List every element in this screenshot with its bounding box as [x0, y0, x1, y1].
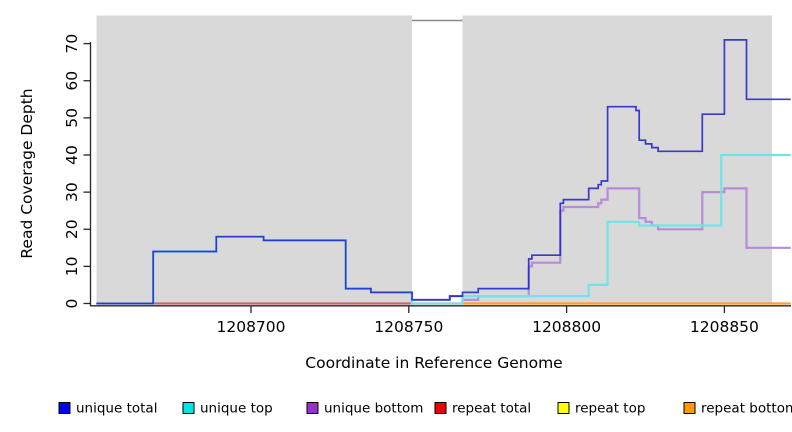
legend-item-repeat-bottom: repeat bottom: [683, 401, 792, 417]
legend-swatch-repeat-total: [434, 402, 447, 414]
legend-label: unique total: [76, 401, 157, 417]
x-tick-label: 1208850: [690, 318, 759, 336]
y-tick-label: 0: [63, 299, 81, 309]
axis-layer: 1208700 1208750 1208800 1208850 0 10 20 30 40 50 6…: [63, 34, 791, 336]
legend-item-unique-total: unique total: [58, 401, 157, 417]
x-tick-label: 1208700: [216, 318, 285, 336]
legend-item-unique-bottom: unique bottom: [306, 401, 423, 417]
masked-region: [411, 13, 463, 303]
y-tick-label: 10: [63, 257, 81, 277]
legend-swatch-unique-top: [182, 402, 195, 414]
legend: unique total unique top unique bottom repea…: [58, 401, 792, 417]
y-tick-label: 30: [63, 182, 81, 202]
legend-item-repeat-top: repeat top: [557, 401, 645, 417]
y-tick-label: 70: [63, 34, 81, 54]
y-axis-title: Read Coverage Depth: [18, 88, 36, 258]
y-tick-label: 40: [63, 145, 81, 165]
legend-item-repeat-total: repeat total: [434, 401, 531, 417]
x-tick-label: 1208800: [532, 318, 601, 336]
legend-label: repeat total: [452, 401, 531, 417]
legend-swatch-repeat-top: [557, 402, 570, 414]
legend-item-unique-top: unique top: [182, 401, 273, 417]
legend-label: unique bottom: [324, 401, 423, 417]
legend-label: unique top: [200, 401, 273, 417]
x-axis-title: Coordinate in Reference Genome: [305, 354, 562, 372]
y-tick-label: 60: [63, 71, 81, 91]
series-unique-total-line: [96, 39, 791, 305]
plot-panel-layer: [96, 13, 772, 304]
legend-swatch-unique-total: [58, 402, 71, 414]
x-tick-label: 1208750: [374, 318, 443, 336]
y-tick-label: 20: [63, 219, 81, 239]
legend-swatch-repeat-bottom: [683, 402, 696, 414]
y-tick-label: 50: [63, 108, 81, 128]
legend-label: repeat bottom: [701, 401, 792, 417]
legend-label: repeat top: [575, 401, 645, 417]
series-unique-bottom-line: [96, 187, 791, 305]
series-layer: [96, 39, 791, 305]
legend-swatch-unique-bottom: [306, 402, 319, 414]
